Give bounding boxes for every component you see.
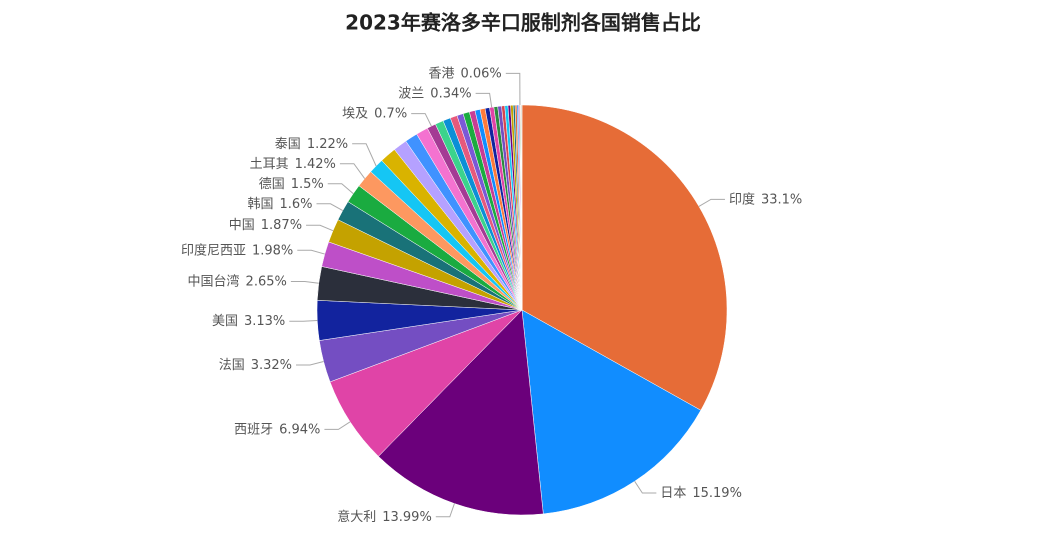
slice-name: 中国 (229, 218, 255, 233)
chart-title: 2023年赛洛多辛口服制剂各国销售占比 (345, 11, 701, 35)
slice-value: 6.94% (279, 422, 320, 437)
slice-label: 法国 3.32% (219, 358, 292, 373)
slice-name: 意大利 (337, 508, 376, 524)
slice-value: 0.06% (460, 66, 501, 81)
slice-name: 法国 (219, 358, 245, 373)
slice-label: 意大利 13.99% (337, 508, 432, 524)
slice-label: 西班牙 6.94% (234, 422, 320, 437)
leader-line (306, 224, 334, 232)
leader-line (290, 280, 319, 284)
leader-line (324, 421, 351, 430)
slice-name: 泰国 (275, 136, 301, 151)
slice-value: 1.98% (252, 243, 293, 258)
slice-label: 德国 1.5% (259, 176, 324, 191)
leader-line (411, 113, 432, 127)
slice-name: 印度尼西亚 (181, 242, 246, 258)
leader-line (475, 92, 493, 108)
leader-line (634, 480, 657, 494)
leader-line (297, 249, 325, 255)
slice-value: 33.1% (761, 192, 802, 207)
leader-line (289, 319, 318, 322)
slice-label: 韩国 1.6% (247, 196, 312, 211)
slice-label: 中国台湾 2.65% (188, 273, 287, 289)
slice-value: 0.34% (430, 86, 471, 101)
slice-name: 韩国 (247, 196, 273, 211)
slice-value: 1.22% (307, 136, 348, 151)
slice-name: 印度 (729, 191, 755, 207)
slice-value: 1.87% (261, 218, 302, 233)
slice-label: 埃及 0.7% (342, 106, 407, 121)
leader-line (339, 163, 366, 179)
slice-value: 1.5% (291, 176, 324, 191)
slice-label: 香港 0.06% (428, 66, 501, 81)
slice-name: 埃及 (342, 106, 368, 121)
slice-name: 美国 (212, 314, 238, 329)
pie-slice (378, 309, 544, 516)
slice-label: 印度尼西亚 1.98% (181, 242, 293, 258)
leader-line (327, 183, 354, 194)
slice-name: 中国台湾 (188, 273, 240, 289)
slice-name: 德国 (259, 176, 285, 191)
slice-label: 中国 1.87% (229, 218, 302, 233)
slice-name: 香港 (428, 66, 454, 81)
slice-value: 1.6% (279, 196, 312, 211)
leader-line (698, 198, 725, 207)
slice-value: 13.99% (382, 509, 432, 524)
leader-line (435, 503, 455, 518)
slice-label: 美国 3.13% (212, 314, 285, 329)
slice-label: 土耳其 1.42% (250, 156, 336, 171)
pie-slice (521, 309, 702, 515)
slice-label: 泰国 1.22% (275, 136, 348, 151)
slice-value: 0.7% (374, 106, 407, 121)
leader-line (316, 203, 343, 211)
leader-line (352, 143, 377, 167)
slice-value: 2.65% (246, 274, 287, 289)
slice-value: 15.19% (692, 485, 742, 500)
slice-label: 印度 33.1% (729, 191, 802, 207)
leader-line (296, 361, 324, 366)
slice-label: 日本 15.19% (660, 485, 742, 500)
slice-name: 波兰 (398, 86, 424, 101)
slice-value: 3.13% (244, 314, 285, 329)
slice-name: 日本 (660, 485, 686, 500)
slice-value: 3.32% (251, 358, 292, 373)
slice-name: 土耳其 (250, 156, 289, 171)
leader-line (505, 72, 521, 106)
slice-name: 西班牙 (234, 422, 273, 437)
slice-label: 波兰 0.34% (398, 86, 471, 101)
slice-value: 1.42% (295, 156, 336, 171)
